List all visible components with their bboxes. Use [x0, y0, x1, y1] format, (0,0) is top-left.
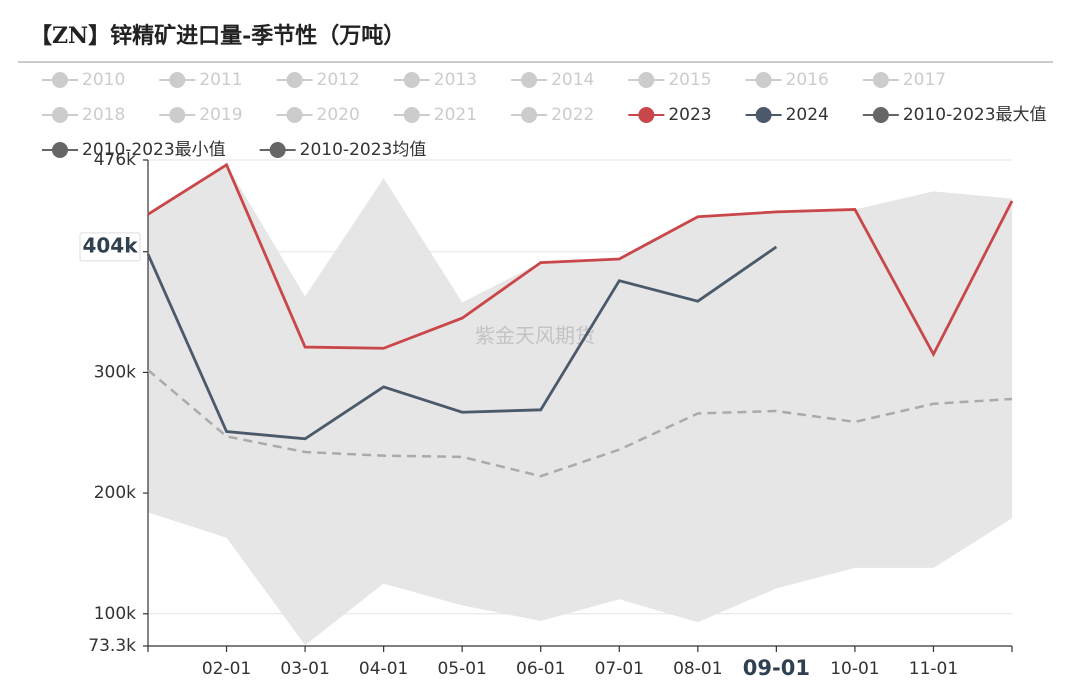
legend-marker: [755, 72, 772, 88]
legend-label: 2011: [199, 70, 242, 90]
legend-marker: [755, 107, 772, 123]
legend-item[interactable]: 2010-2023最大值: [862, 105, 1047, 125]
y-tick-label: 476k: [94, 150, 136, 170]
series-line: [147, 162, 1014, 358]
series-line: [147, 369, 1013, 478]
watermark: 紫金天风期货: [475, 324, 595, 348]
legend-label: 2024: [786, 105, 829, 125]
legend-label: 2017: [903, 70, 946, 90]
legend-label: 2022: [551, 105, 594, 125]
legend-item[interactable]: 2020: [276, 105, 360, 125]
x-tick-label: 04-01: [359, 659, 408, 679]
legend-marker: [52, 72, 68, 88]
legend-label: 2019: [199, 105, 242, 125]
x-tick-label: 08-01: [673, 659, 722, 679]
legend-item[interactable]: 2021: [393, 105, 477, 125]
legend-marker: [638, 72, 655, 88]
legend-label: 2010-2023最小值: [82, 140, 226, 160]
legend-label: 2010-2023均值: [300, 140, 427, 160]
legend-marker: [872, 72, 889, 88]
y-tick-label: 200k: [94, 483, 136, 503]
legend-item[interactable]: 2016: [745, 70, 829, 90]
plot: 73.3k100k200k300k400k476k02-0103-0104-01…: [79, 150, 1014, 680]
legend-marker: [52, 107, 68, 123]
pointer-box: [79, 232, 141, 262]
legend-marker: [638, 107, 655, 123]
legend-item[interactable]: 2018: [42, 105, 125, 125]
x-tick-label: 06-01: [516, 659, 565, 679]
legend-item[interactable]: 2022: [511, 105, 594, 125]
legend-label: 2021: [434, 105, 477, 125]
legend-item[interactable]: 2011: [159, 70, 243, 90]
legend-marker: [286, 72, 303, 88]
legend-label: 2018: [82, 105, 125, 125]
legend-item[interactable]: 2024: [745, 105, 829, 125]
legend-marker: [521, 72, 538, 88]
x-tick-label: 05-01: [437, 659, 486, 679]
legend-label: 2023: [668, 105, 711, 125]
legend-marker: [52, 142, 68, 158]
range-band: [148, 164, 1012, 646]
chart-title: 【ZN】锌精矿进口量-季节性（万吨）: [30, 23, 405, 49]
x-tick-label: 07-01: [595, 659, 644, 679]
legend-marker: [269, 142, 286, 158]
legend: 2010 2011 2012 2013 2014 2015 2016 2017 2018 2019…: [42, 70, 1047, 160]
x-tick-label: 10-01: [830, 659, 879, 679]
legend-marker: [286, 107, 303, 123]
x-tick-label: 11-01: [909, 659, 958, 679]
pointer-label: 404k: [82, 233, 138, 257]
legend-label: 2016: [786, 70, 829, 90]
legend-marker: [169, 72, 186, 88]
legend-item[interactable]: 2010-2023均值: [259, 140, 427, 160]
x-tick-label: 03-01: [280, 659, 329, 679]
legend-item[interactable]: 2014: [511, 70, 594, 90]
legend-marker: [169, 107, 186, 123]
y-tick-label: 300k: [94, 362, 136, 382]
legend-label: 2010: [82, 70, 125, 90]
legend-item[interactable]: 2023: [628, 105, 712, 125]
y-tick-label: 73.3k: [88, 636, 136, 656]
legend-label: 2010-2023最大值: [903, 105, 1047, 125]
legend-label: 2013: [434, 70, 477, 90]
legend-item[interactable]: 2015: [628, 70, 712, 90]
legend-label: 2014: [551, 70, 594, 90]
legend-item[interactable]: 2019: [159, 105, 243, 125]
legend-item[interactable]: 2017: [862, 70, 946, 90]
y-tick-label: 100k: [94, 604, 136, 624]
x-tick-label: 02-01: [202, 659, 251, 679]
legend-item[interactable]: 2013: [393, 70, 477, 90]
legend-label: 2020: [317, 105, 360, 125]
legend-item[interactable]: 2010-2023最小值: [42, 140, 226, 160]
legend-item[interactable]: 2012: [276, 70, 360, 90]
legend-marker: [403, 72, 420, 88]
legend-marker: [521, 107, 538, 123]
legend-label: 2012: [317, 70, 360, 90]
legend-marker: [403, 107, 420, 123]
x-tick-label: 09-01: [743, 656, 810, 680]
legend-label: 2015: [668, 70, 711, 90]
legend-marker: [872, 107, 889, 123]
legend-item[interactable]: 2010: [42, 70, 125, 90]
series-line: [146, 245, 778, 441]
